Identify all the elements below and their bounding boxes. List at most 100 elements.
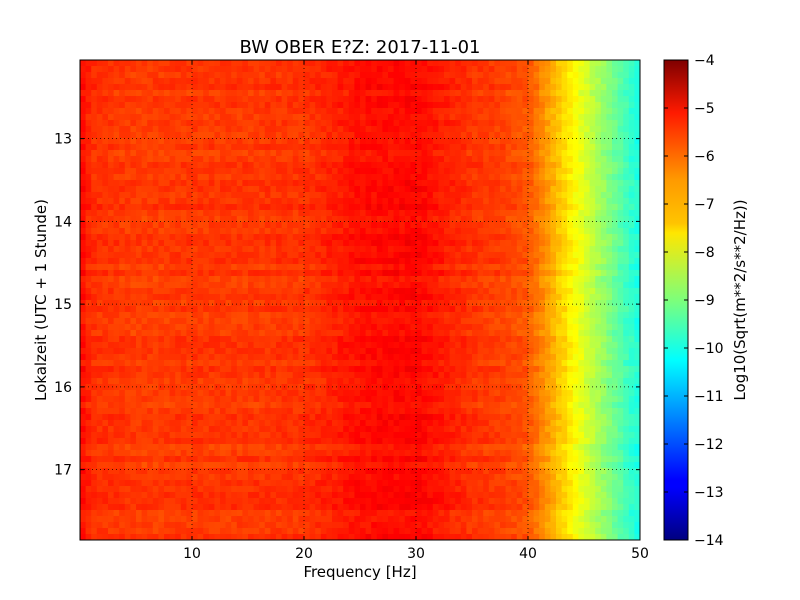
heatmap-cell (472, 282, 479, 289)
heatmap-cell (130, 132, 137, 139)
heatmap-cell (236, 90, 243, 97)
heatmap-cell (337, 354, 344, 361)
heatmap-cell (360, 294, 367, 301)
heatmap-cell (208, 60, 215, 67)
heatmap-cell (113, 132, 120, 139)
heatmap-cell (500, 210, 507, 217)
heatmap-cell (572, 102, 579, 109)
heatmap-cell (298, 174, 305, 181)
heatmap-cell (108, 294, 115, 301)
heatmap-cell (567, 96, 574, 103)
heatmap-cell (567, 186, 574, 193)
heatmap-cell (561, 198, 568, 205)
heatmap-cell (309, 144, 316, 151)
heatmap-cell (466, 258, 473, 265)
heatmap-cell (348, 90, 355, 97)
heatmap-cell (214, 156, 221, 163)
heatmap-cell (264, 108, 271, 115)
heatmap-cell (164, 300, 171, 307)
heatmap-cell (477, 90, 484, 97)
heatmap-cell (376, 246, 383, 253)
heatmap-cell (606, 318, 613, 325)
heatmap-cell (292, 168, 299, 175)
heatmap-cell (544, 258, 551, 265)
heatmap-cell (393, 318, 400, 325)
heatmap-cell (119, 312, 126, 319)
heatmap-cell (292, 198, 299, 205)
heatmap-cell (488, 168, 495, 175)
heatmap-cell (248, 180, 255, 187)
heatmap-cell (130, 138, 137, 145)
heatmap-cell (259, 294, 266, 301)
heatmap-cell (326, 180, 333, 187)
heatmap-cell (477, 60, 484, 67)
heatmap-cell (567, 216, 574, 223)
heatmap-cell (539, 288, 546, 295)
heatmap-cell (466, 342, 473, 349)
heatmap-cell (220, 132, 227, 139)
heatmap-cell (550, 336, 557, 343)
heatmap-cell (416, 162, 423, 169)
heatmap-cell (438, 330, 445, 337)
heatmap-cell (483, 102, 490, 109)
heatmap-cell (483, 60, 490, 67)
heatmap-cell (315, 66, 322, 73)
heatmap-cell (612, 60, 619, 67)
heatmap-cell (220, 66, 227, 73)
heatmap-cell (511, 162, 518, 169)
heatmap-cell (410, 138, 417, 145)
heatmap-cell (488, 276, 495, 283)
heatmap-cell (281, 270, 288, 277)
heatmap-cell (556, 354, 563, 361)
heatmap-cell (180, 246, 187, 253)
heatmap-cell (337, 72, 344, 79)
heatmap-cell (348, 138, 355, 145)
heatmap-cell (315, 240, 322, 247)
heatmap-cell (600, 324, 607, 331)
heatmap-cell (550, 120, 557, 127)
heatmap-cell (236, 234, 243, 241)
heatmap-cell (231, 276, 238, 283)
heatmap-cell (410, 342, 417, 349)
heatmap-cell (348, 156, 355, 163)
heatmap-cell (365, 342, 372, 349)
heatmap-cell (152, 240, 159, 247)
heatmap-cell (248, 288, 255, 295)
heatmap-cell (242, 300, 249, 307)
heatmap-cell (175, 186, 182, 193)
heatmap-cell (320, 324, 327, 331)
heatmap-cell (376, 228, 383, 235)
heatmap-cell (472, 336, 479, 343)
heatmap-cell (410, 96, 417, 103)
heatmap-cell (259, 192, 266, 199)
heatmap-cell (438, 114, 445, 121)
heatmap-cell (242, 246, 249, 253)
heatmap-cell (578, 204, 585, 211)
heatmap-cell (404, 330, 411, 337)
heatmap-cell (158, 354, 165, 361)
heatmap-cell (494, 324, 501, 331)
heatmap-cell (500, 336, 507, 343)
heatmap-cell (500, 78, 507, 85)
heatmap-cell (276, 300, 283, 307)
heatmap-cell (354, 156, 361, 163)
heatmap-cell (108, 330, 115, 337)
heatmap-cell (432, 294, 439, 301)
heatmap-cell (376, 306, 383, 313)
heatmap-cell (382, 216, 389, 223)
heatmap-cell (483, 342, 490, 349)
heatmap-cell (236, 240, 243, 247)
heatmap-cell (141, 228, 148, 235)
heatmap-cell (332, 282, 339, 289)
heatmap-cell (343, 348, 350, 355)
heatmap-cell (399, 168, 406, 175)
heatmap-cell (365, 294, 372, 301)
heatmap-cell (494, 342, 501, 349)
heatmap-cell (404, 318, 411, 325)
heatmap-cell (248, 234, 255, 241)
heatmap-cell (186, 162, 193, 169)
heatmap-cell (516, 84, 523, 91)
heatmap-cell (371, 252, 378, 259)
heatmap-cell (332, 342, 339, 349)
heatmap-cell (438, 348, 445, 355)
